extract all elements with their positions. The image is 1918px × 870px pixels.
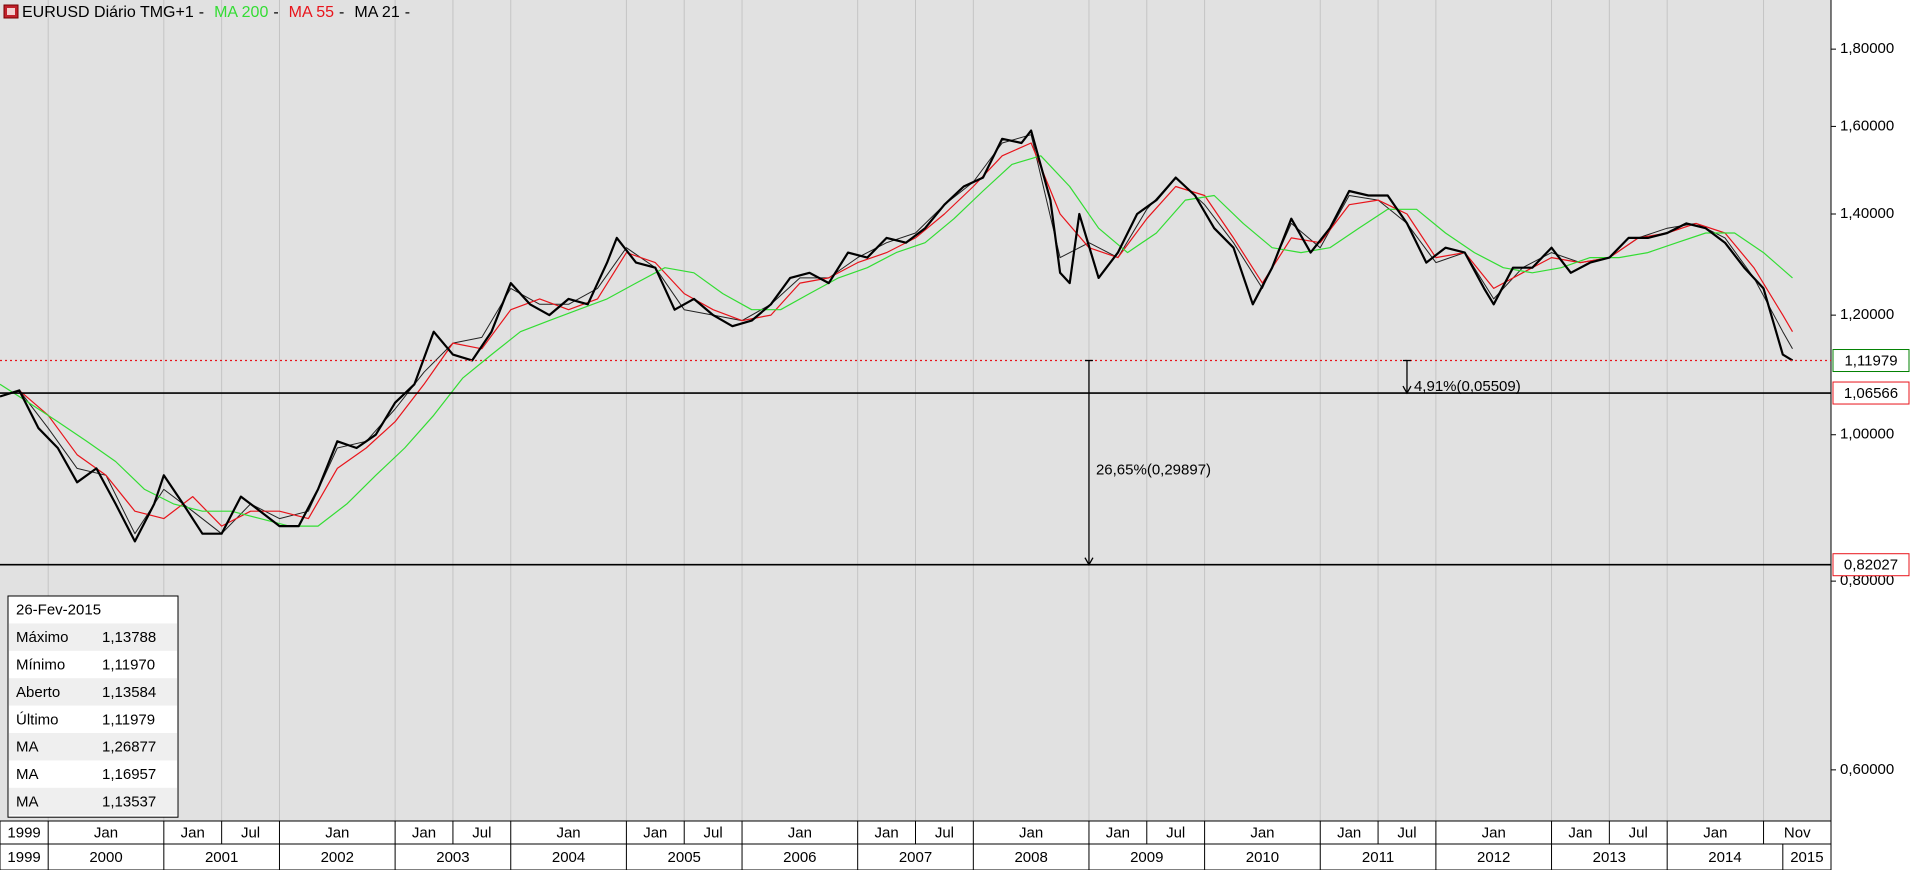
x-tick-label: Nov [1784,824,1811,841]
x-tick-label: Jan [643,824,667,841]
legend-separator: - [339,4,344,21]
y-tick-label: 0,60000 [1840,761,1894,778]
x-tick-label: 2000 [89,849,122,866]
legend-separator: - [273,4,278,21]
x-tick-label: Jan [788,824,812,841]
level-label-box [1832,349,1910,373]
info-label: MA [16,739,39,756]
x-tick-label: Jul [1629,824,1648,841]
legend-entry: MA 200 [214,4,268,21]
x-tick-label: Jan [874,824,898,841]
x-tick-label: 2003 [436,849,469,866]
x-tick-label: 2011 [1362,849,1394,866]
legend-separator: - [199,4,204,21]
x-tick-label: Jan [1703,824,1727,841]
info-row-bg [9,787,177,816]
y-tick-label: 1,20000 [1840,306,1894,323]
y-tick-label: 1,60000 [1840,117,1894,134]
level-label: 1,06566 [1844,385,1898,402]
x-tick-label: Jul [704,824,723,841]
x-tick-label: 2009 [1130,849,1163,866]
x-tick-label: 1999 [7,824,40,841]
x-tick-label: Jan [1337,824,1361,841]
x-tick-label: 2007 [899,849,932,866]
x-tick-label: Jul [1397,824,1416,841]
x-tick-label: Jan [1019,824,1043,841]
info-row-bg [9,678,177,706]
x-tick-label: 2006 [783,849,816,866]
header: EURUSD Diário TMG+1- MA 200- MA 55- MA 21- [3,4,410,21]
y-tick-label: 1,40000 [1840,205,1894,222]
x-tick-label: 2013 [1593,849,1626,866]
x-tick-label: 2008 [1014,849,1047,866]
x-tick-label: 2002 [321,849,354,866]
legend-entry: MA 55 [289,4,334,21]
x-axis-row [0,843,1832,870]
info-value: 1,13537 [102,793,156,810]
y-tick-label: 1,80000 [1840,40,1894,57]
legend-separator: - [405,4,410,21]
x-tick-label: Jul [1166,824,1185,841]
x-tick-label: Jan [1482,824,1506,841]
legend-entry: EURUSD Diário TMG+1 [22,4,194,21]
x-tick-label: 2014 [1708,849,1741,866]
info-label: Aberto [16,684,60,701]
measure-label: 26,65%(0,29897) [1096,462,1211,479]
info-value: 1,11970 [102,656,155,673]
y-tick-label: 0,80000 [1840,572,1894,589]
x-tick-label: Jul [935,824,954,841]
info-label: Máximo [16,629,69,646]
level-label: 0,82027 [1844,557,1898,574]
x-tick-label: Jul [241,824,260,841]
info-value: 1,11979 [102,711,155,728]
x-tick-label: Jan [181,824,205,841]
info-box: 26-Fev-2015 Máximo 1,13788 Mínimo 1,11970 Abe… [7,595,179,818]
info-value: 1,26877 [102,739,156,756]
grid [47,0,1765,821]
x-tick-label: 2004 [552,849,585,866]
measure-arrow [1402,385,1412,395]
x-tick-label: 2010 [1246,849,1279,866]
info-label: MA [16,793,39,810]
x-tick-label: Jan [94,824,118,841]
y-tick-label: 1,00000 [1840,426,1894,443]
legend: EURUSD Diário TMG+1- MA 200- MA 55- MA 21- [22,4,410,21]
level-label: 1,11979 [1844,352,1897,369]
series-layer [0,129,1794,543]
axes: 1999 Jan Jan Jul Jan Jan Jul Jan Jan Jul Jan Jan Jul… [0,40,1910,870]
measure-arrow [1084,557,1094,567]
info-value: 1,13788 [102,629,156,646]
info-label: MA [16,766,39,783]
legend-entry: MA 21 [354,4,399,21]
info-date: 26-Fev-2015 [16,602,101,619]
info-label: Último [16,711,59,728]
series-line [18,142,1794,527]
x-tick-label: Jul [472,824,491,841]
measure-label: 4,91%(0,05509) [1414,378,1521,395]
x-tick-label: Jan [325,824,349,841]
x-tick-label: Jan [556,824,580,841]
info-value: 1,16957 [102,766,156,783]
x-tick-label: Jan [1250,824,1274,841]
level-label-box [1832,381,1910,405]
overlay: 26,65%(0,29897) 4,91%(0,05509) [0,359,1831,567]
info-value: 1,13584 [102,684,156,701]
x-tick-label: 1999 [7,849,40,866]
x-tick-label: 2015 [1790,849,1823,866]
level-label-box [1832,553,1910,577]
info-row-bg [9,733,177,761]
x-tick-label: 2005 [668,849,701,866]
series-line [0,129,1794,543]
x-tick-label: 2001 [205,849,238,866]
info-row-bg [9,623,177,651]
info-label: Mínimo [16,656,65,673]
x-tick-label: Jan [1106,824,1130,841]
x-tick-label: Jan [1568,824,1592,841]
app-icon-detail [7,8,15,15]
x-tick-label: Jan [412,824,436,841]
x-tick-label: 2012 [1477,849,1510,866]
axis-background [1831,0,1918,821]
